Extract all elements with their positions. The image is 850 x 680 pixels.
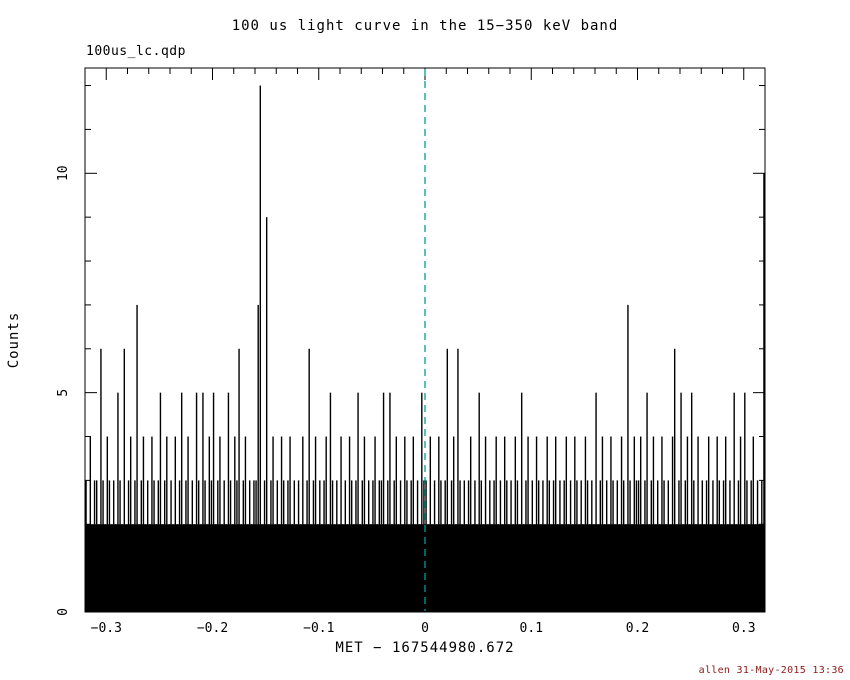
x-tick-label: −0.1: [303, 621, 334, 636]
user-date-stamp: allen 31-May-2015 13:36: [698, 665, 844, 676]
x-tick-label: 0.3: [732, 621, 755, 636]
x-axis-label: MET − 167544980.672: [335, 640, 515, 656]
y-tick-label: 0: [56, 608, 71, 616]
tick-labels: −0.3 −0.2 −0.1 0 0.1 0.2 0.3 0 5 10: [56, 165, 756, 636]
y-tick-label: 5: [56, 389, 71, 397]
filename-label: 100us_lc.qdp: [86, 44, 186, 59]
x-tick-label: 0.1: [520, 621, 543, 636]
x-tick-label: 0.2: [626, 621, 649, 636]
x-tick-label: −0.2: [197, 621, 228, 636]
chart-title: 100 us light curve in the 15−350 keV ban…: [231, 18, 619, 34]
x-tick-label: 0: [421, 621, 429, 636]
x-tick-label: −0.3: [91, 621, 122, 636]
axis-ticks: [84, 68, 766, 613]
y-tick-label: 10: [56, 165, 71, 181]
